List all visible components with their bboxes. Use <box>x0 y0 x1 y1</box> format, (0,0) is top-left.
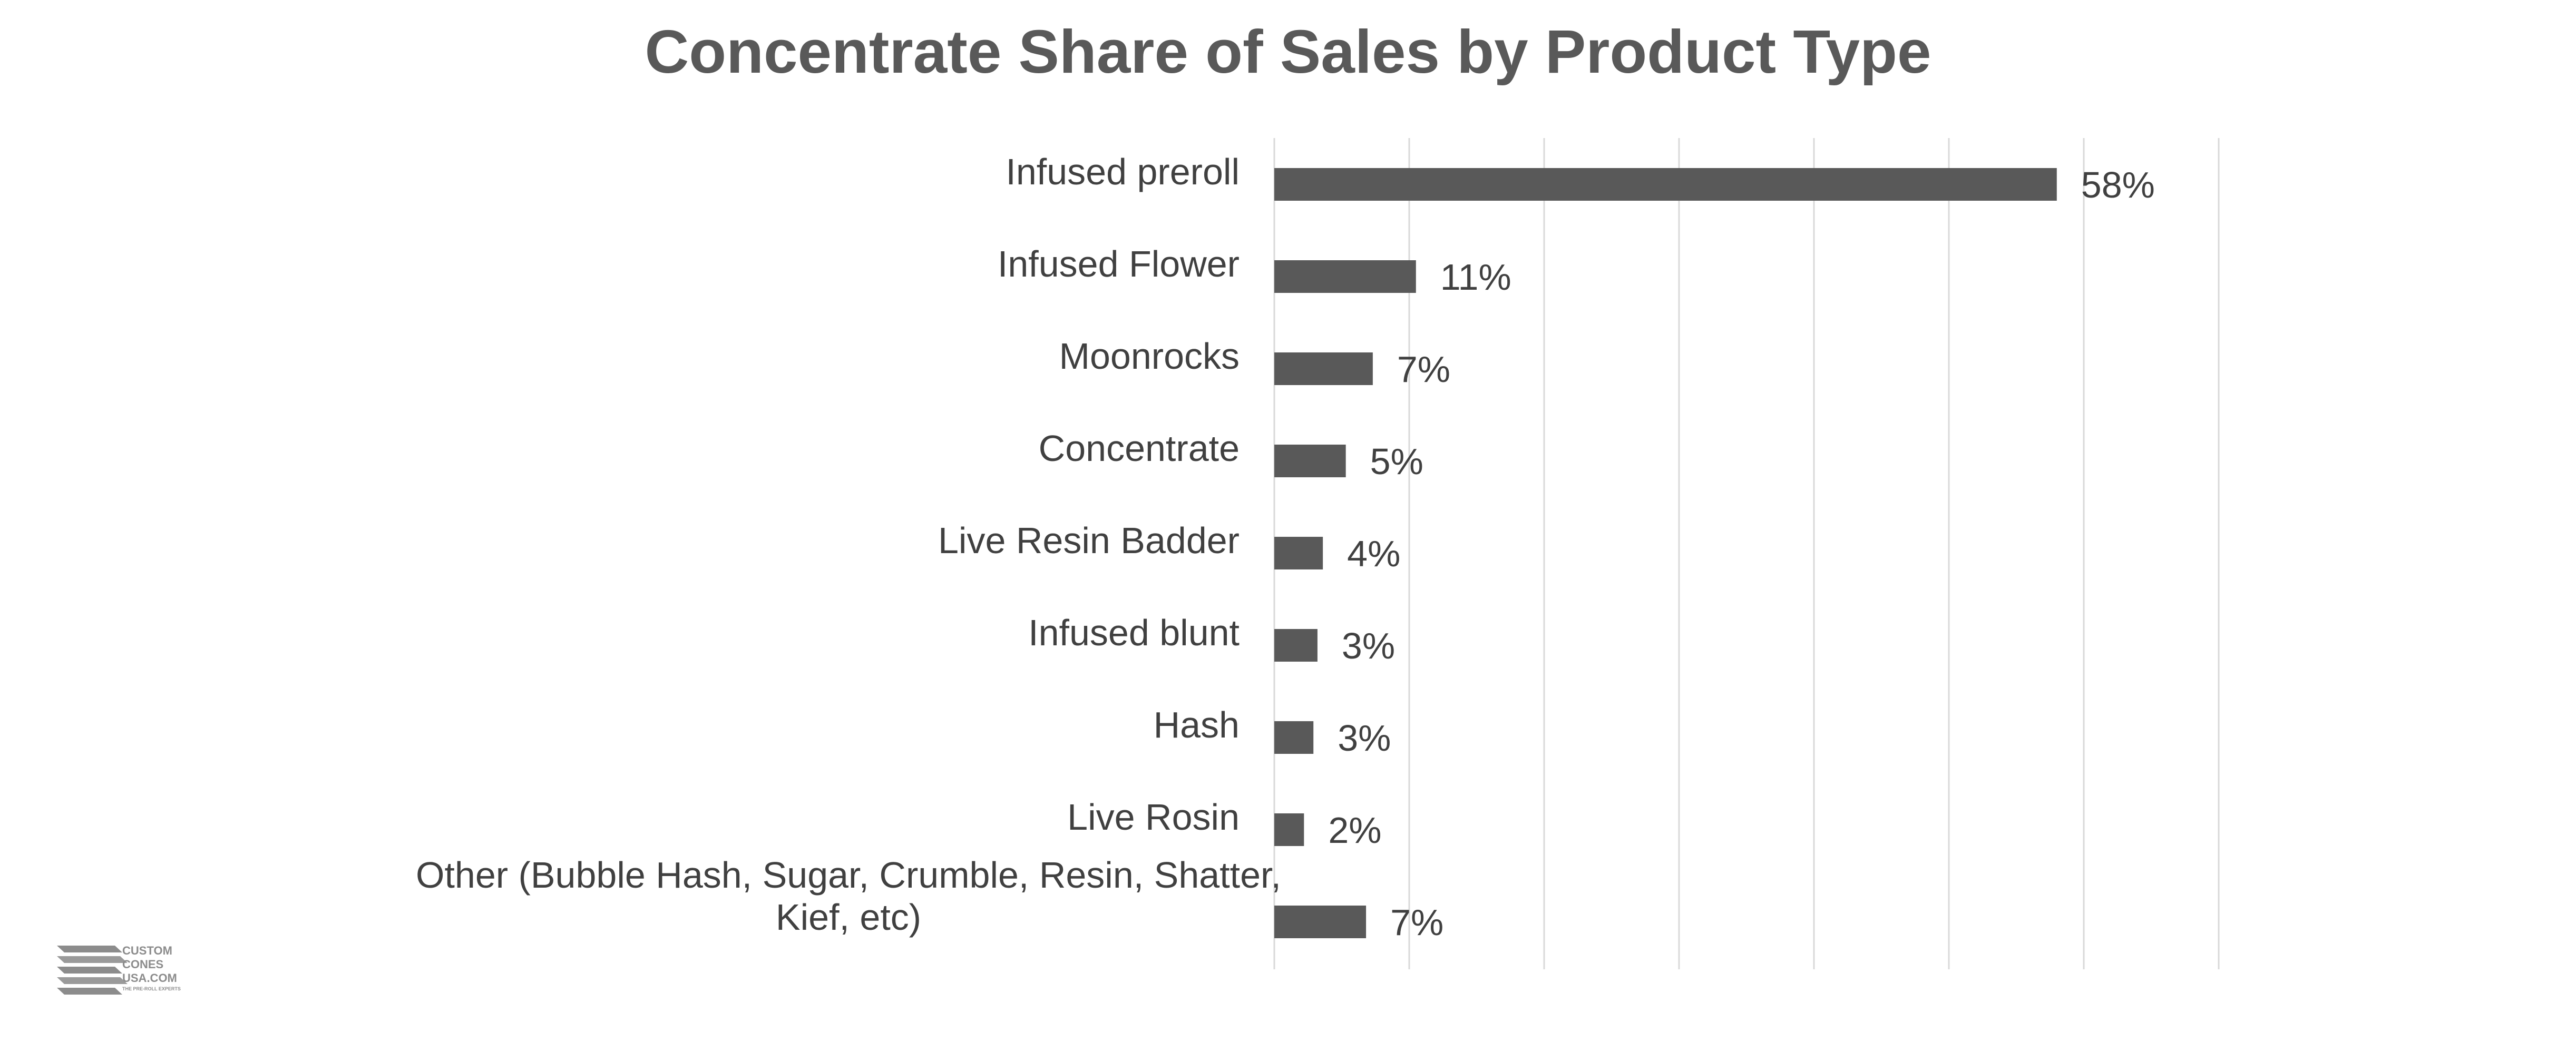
logo-line-1: CUSTOM <box>122 944 172 957</box>
bar <box>1274 721 1314 754</box>
bar <box>1274 537 1323 569</box>
category-label: Live Rosin <box>1067 797 1240 838</box>
bar <box>1274 352 1373 385</box>
category-label: Infused blunt <box>1028 612 1240 653</box>
data-label: 58% <box>2081 164 2155 205</box>
data-label: 3% <box>1338 717 1391 759</box>
bars <box>1274 168 2057 938</box>
bar <box>1274 906 1367 938</box>
data-label: 11% <box>1440 257 1511 298</box>
logo-tagline: THE PRE-ROLL EXPERTS <box>122 986 181 991</box>
category-label: Infused Flower <box>998 243 1240 284</box>
bar <box>1274 445 1346 477</box>
logo-line-2: CONES <box>122 958 163 971</box>
category-label: Hash <box>1154 704 1240 745</box>
bar <box>1274 629 1318 662</box>
category-label: Concentrate <box>1039 428 1240 469</box>
bar <box>1274 168 2057 201</box>
category-label: Other (Bubble Hash, Sugar, Crumble, Resi… <box>416 854 1281 938</box>
cone-stack-icon <box>57 946 128 995</box>
data-label: 4% <box>1347 533 1400 574</box>
data-label: 2% <box>1328 810 1381 851</box>
custom-cones-logo: CUSTOM CONES USA.COM THE PRE-ROLL EXPERT… <box>57 944 181 995</box>
category-label-line: Other (Bubble Hash, Sugar, Crumble, Resi… <box>416 854 1281 896</box>
bar <box>1274 813 1304 846</box>
data-labels: 58% 11% 7% 5% 4% 3% 3% 2% 7% <box>1328 164 2155 943</box>
gridlines <box>1408 138 2220 969</box>
data-label: 3% <box>1342 625 1395 666</box>
logo-line-3: USA.COM <box>122 971 177 985</box>
category-label: Infused preroll <box>1006 151 1240 192</box>
chart-title: Concentrate Share of Sales by Product Ty… <box>645 17 1931 86</box>
data-label: 7% <box>1390 902 1443 943</box>
category-label-line: Kief, etc) <box>776 897 921 938</box>
data-label: 7% <box>1397 349 1450 390</box>
bar <box>1274 260 1416 293</box>
data-label: 5% <box>1370 441 1423 482</box>
category-label: Live Resin Badder <box>938 520 1240 561</box>
category-label: Moonrocks <box>1059 336 1240 377</box>
category-labels: Infused preroll Infused Flower Moonrocks Co… <box>416 151 1281 938</box>
